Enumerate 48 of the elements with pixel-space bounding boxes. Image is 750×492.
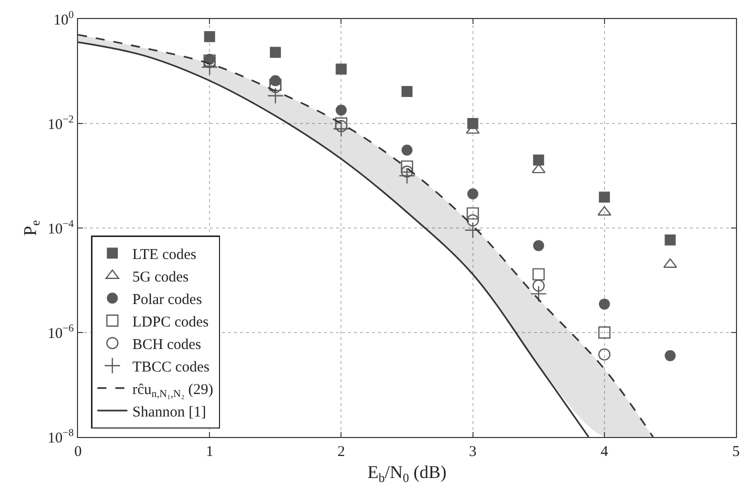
point: [598, 298, 610, 310]
x-tick-label: 5: [732, 444, 740, 460]
legend-label: BCH codes: [132, 336, 202, 353]
point: [598, 192, 610, 203]
point: [598, 348, 610, 361]
point: [335, 120, 348, 132]
point: [336, 104, 347, 116]
y-tick-label: 10$^{−6}$: [48, 323, 74, 342]
point: [335, 117, 348, 130]
point: [466, 207, 479, 220]
x-tick-label: 2: [337, 444, 345, 460]
legend-label: Shannon [1]: [132, 404, 206, 420]
legend-label: Polar codes: [132, 292, 202, 308]
point: [270, 46, 281, 58]
point: [467, 188, 478, 200]
legend-label: TBCC codes: [132, 359, 210, 376]
point: [533, 154, 544, 166]
point: [400, 166, 414, 178]
point: [402, 86, 412, 97]
legend-label: LTE codes: [132, 246, 197, 263]
legend-label: LDPC codes: [132, 314, 209, 330]
x-tick-label: 1: [206, 444, 214, 460]
x-tick-label: 3: [469, 444, 477, 460]
y-tick-label: 10$^{0}$: [54, 10, 74, 28]
x-axis-title: E$_{b}$/N$_{0}$ (dB): [367, 462, 447, 485]
point: [267, 87, 284, 104]
x-tick-label: 0: [74, 444, 82, 460]
y-tick-label: 10$^{−4}$: [48, 218, 75, 238]
point: [464, 222, 482, 238]
point: [400, 160, 414, 173]
point: [530, 286, 547, 302]
point: [532, 268, 545, 280]
point: [332, 120, 350, 138]
point: [402, 144, 412, 156]
y-tick-label: 10$^{−2}$: [48, 114, 74, 133]
point: [269, 78, 282, 91]
point: [204, 31, 216, 42]
legend-label: rĉu$_{n,N₁,N₂}$ (29): [132, 382, 214, 400]
point: [466, 214, 479, 226]
point: [664, 234, 676, 246]
y-tick-label: 10$^{−8}$: [48, 428, 74, 446]
x-tick-label: 4: [600, 444, 609, 460]
point: [533, 240, 544, 252]
point: [598, 326, 610, 339]
point: [664, 350, 676, 362]
point: [336, 64, 347, 75]
legend-label: 5G codes: [132, 269, 189, 286]
point: [532, 280, 545, 292]
